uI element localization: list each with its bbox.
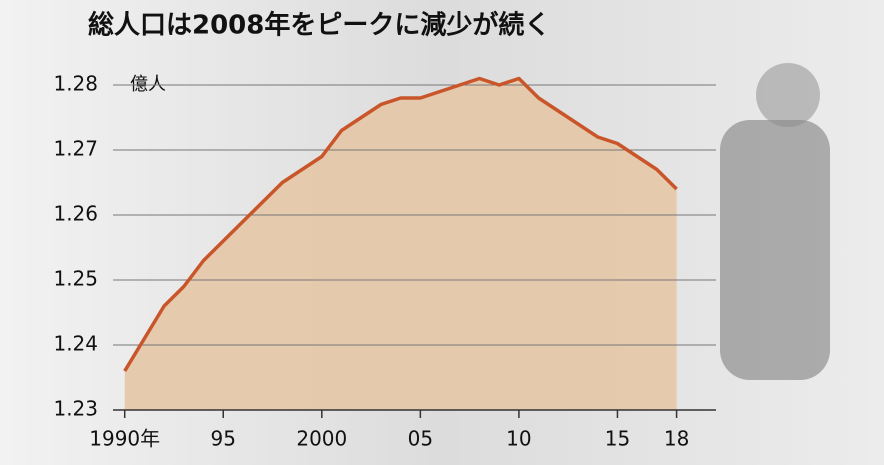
x-tick-label: 15 [605, 427, 630, 451]
x-tick-label: 95 [211, 427, 236, 451]
background-figure [756, 63, 820, 127]
x-tick-label: 2000 [296, 427, 347, 451]
y-tick-label: 1.25 [53, 267, 98, 291]
x-tick-label: 10 [506, 427, 531, 451]
y-tick-label: 1.23 [53, 397, 98, 421]
x-tick-label: 18 [664, 427, 689, 451]
chart-title: 総人口は2008年をピークに減少が続く [88, 10, 550, 41]
y-tick-label: 1.27 [53, 137, 98, 161]
y-tick-label: 1.28 [53, 72, 98, 96]
line [123, 76, 678, 372]
x-tick-label: 05 [408, 427, 433, 451]
y-tick-label: 1.26 [53, 202, 98, 226]
area [124, 78, 677, 410]
background-figure [720, 120, 830, 380]
x-tick-label: 1990年 [89, 427, 160, 451]
y-tick-label: 1.24 [53, 332, 98, 356]
